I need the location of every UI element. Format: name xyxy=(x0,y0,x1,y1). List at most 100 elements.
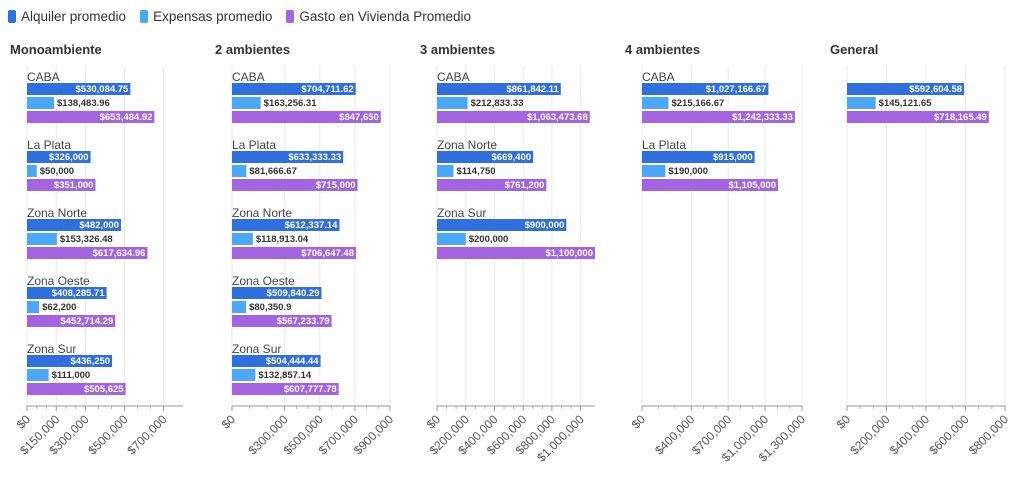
legend-item-gasto[interactable]: Gasto en Vivienda Promedio xyxy=(286,9,471,24)
data-label: $1,063,473.68 xyxy=(527,112,588,123)
bar xyxy=(437,179,547,191)
bar xyxy=(27,315,116,327)
data-label: $436,250 xyxy=(70,356,110,367)
bar xyxy=(847,97,876,109)
data-label: $351,000 xyxy=(54,180,94,191)
bar xyxy=(437,83,561,95)
category-label: CABA xyxy=(232,70,265,84)
bar xyxy=(27,247,148,259)
data-label: $132,857.14 xyxy=(258,370,312,381)
bar xyxy=(232,355,321,367)
panel-title: Monoambiente xyxy=(10,42,102,57)
data-label: $653,484.92 xyxy=(100,112,153,123)
bar xyxy=(27,83,131,95)
data-label: $452,714.29 xyxy=(60,316,113,327)
panel-title: 3 ambientes xyxy=(420,42,495,57)
data-label: $1,105,000 xyxy=(728,180,776,191)
category-label: Zona Oeste xyxy=(27,274,90,288)
data-label: $1,242,333.33 xyxy=(732,112,793,123)
x-tick-label: $0 xyxy=(629,412,649,432)
data-label: $509,840.29 xyxy=(267,288,320,299)
category-label: CABA xyxy=(437,70,470,84)
data-label: $567,233.79 xyxy=(277,316,330,327)
data-label: $114,750 xyxy=(456,166,495,177)
data-label: $190,000 xyxy=(668,166,708,177)
bar xyxy=(27,219,121,231)
data-label: $592,604.58 xyxy=(909,84,962,95)
x-tick-label: $500,000 xyxy=(85,412,131,458)
data-label: $617,634.96 xyxy=(93,248,146,259)
category-label: La Plata xyxy=(27,138,71,152)
bar xyxy=(232,165,247,177)
data-label: $81,666.67 xyxy=(249,166,297,177)
data-label: $504,444.44 xyxy=(266,356,320,367)
bar xyxy=(232,151,344,163)
category-label: Zona Norte xyxy=(232,206,292,220)
panel-title: 2 ambientes xyxy=(215,42,290,57)
category-label: CABA xyxy=(27,70,60,84)
category-label: La Plata xyxy=(642,138,686,152)
data-label: $1,027,166.67 xyxy=(706,84,767,95)
bar xyxy=(232,97,261,109)
legend-item-alquiler[interactable]: Alquiler promedio xyxy=(8,9,126,24)
data-label: $505,625 xyxy=(84,384,124,395)
data-label: $900,000 xyxy=(525,220,565,231)
bar xyxy=(437,151,534,163)
data-label: $118,913.04 xyxy=(256,234,309,245)
data-label: $163,256.31 xyxy=(264,98,318,109)
bar xyxy=(642,83,769,95)
bar xyxy=(437,97,468,109)
data-label: $607,777.78 xyxy=(284,384,337,395)
x-tick-label: $400,000 xyxy=(887,412,933,458)
panel-title: 4 ambientes xyxy=(625,42,700,57)
category-label: Zona Sur xyxy=(232,342,281,356)
data-label: $718,165.49 xyxy=(934,112,987,123)
data-label: $326,000 xyxy=(49,152,89,163)
bar xyxy=(642,151,755,163)
category-label: CABA xyxy=(642,70,675,84)
bar xyxy=(642,97,669,109)
bar xyxy=(27,301,40,313)
bar xyxy=(27,233,57,245)
data-label: $153,326.48 xyxy=(60,234,113,245)
bar xyxy=(27,111,155,123)
category-label: Zona Norte xyxy=(27,206,87,220)
bar xyxy=(27,97,55,109)
category-label: Zona Sur xyxy=(27,342,76,356)
category-label: La Plata xyxy=(232,138,276,152)
bar xyxy=(27,383,126,395)
data-label: $62,200 xyxy=(42,302,76,313)
x-tick-label: $600,000 xyxy=(926,412,972,458)
data-label: $145,121.65 xyxy=(879,98,933,109)
category-label: Zona Sur xyxy=(437,206,486,220)
category-label: Zona Norte xyxy=(437,138,497,152)
data-label: $482,000 xyxy=(79,220,119,231)
x-tick-label: $0 xyxy=(834,412,854,432)
bar xyxy=(437,165,454,177)
legend-swatch-alquiler xyxy=(8,10,16,23)
panel-title: General xyxy=(830,42,878,57)
bar xyxy=(27,151,91,163)
data-label: $1,100,000 xyxy=(545,248,593,259)
x-tick-label: $0 xyxy=(219,412,239,432)
bar xyxy=(437,233,466,245)
data-label: $669,400 xyxy=(492,152,532,163)
x-tick-label: $0 xyxy=(424,412,444,432)
category-label: Zona Oeste xyxy=(232,274,295,288)
legend-label-expensas: Expensas promedio xyxy=(153,9,273,24)
bar xyxy=(437,111,590,123)
legend-item-expensas[interactable]: Expensas promedio xyxy=(140,9,272,24)
bar xyxy=(232,369,256,381)
bar xyxy=(232,383,339,395)
bar xyxy=(437,219,567,231)
x-tick-label: $0 xyxy=(14,412,34,432)
bar xyxy=(232,179,358,191)
data-label: $212,833.33 xyxy=(471,98,524,109)
bar xyxy=(27,369,49,381)
bar xyxy=(847,83,965,95)
data-label: $530,084.75 xyxy=(76,84,130,95)
bar xyxy=(847,111,989,123)
x-tick-label: $700,000 xyxy=(124,412,170,458)
bar xyxy=(437,247,595,259)
